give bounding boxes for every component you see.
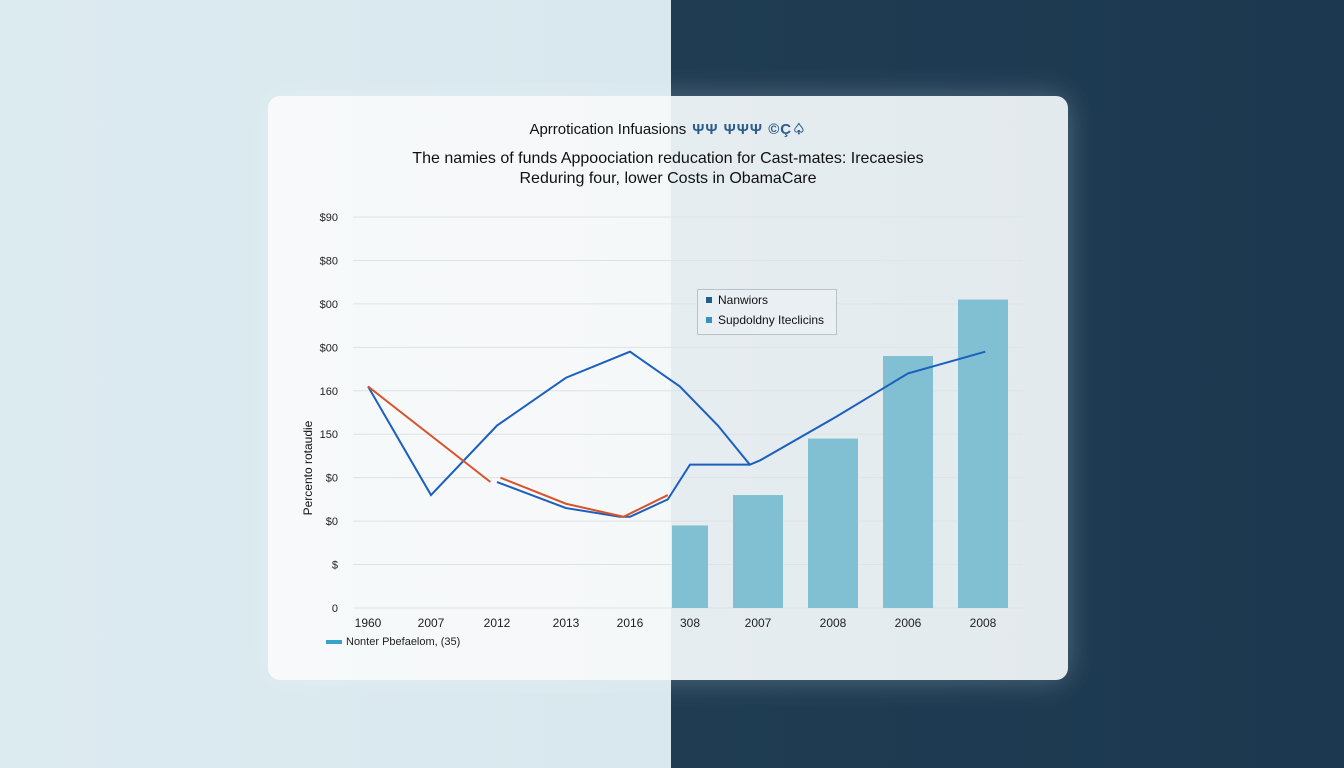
series-line: [367, 385, 492, 483]
y-tick-label: 150: [320, 429, 338, 441]
y-tick-label: $00: [320, 299, 338, 311]
x-tick-label: 2008: [820, 616, 847, 630]
x-tick-label: 308: [680, 616, 700, 630]
legend-swatch: [706, 297, 712, 303]
series-line: [367, 350, 986, 497]
y-tick-label: $00: [320, 342, 338, 354]
x-tick-label: 1960: [355, 616, 382, 630]
y-tick-label: $0: [326, 473, 338, 485]
bottom-legend-label: Nonter Pbefaelom, (35): [346, 636, 461, 648]
y-tick-label: $90: [320, 212, 338, 224]
bar: [808, 438, 858, 608]
legend: Nanwiors Supdoldny Iteclicins: [697, 289, 837, 335]
x-tick-label: 2012: [484, 616, 511, 630]
bar: [883, 356, 933, 608]
chart-card: Aprrotication Infuasions ΨΨ ΨΨΨ ©Ç♤ The n…: [268, 96, 1068, 680]
x-tick-label: 2007: [418, 616, 445, 630]
legend-label: Nanwiors: [718, 293, 769, 307]
y-tick-label: 0: [332, 603, 338, 615]
x-tick-label: 2008: [970, 616, 997, 630]
series-line: [500, 476, 669, 518]
x-tick-label: 2006: [895, 616, 922, 630]
y-axis-label: Percento rotaudie: [301, 420, 315, 516]
x-tick-label: 2013: [553, 616, 580, 630]
legend-item: Supdoldny Iteclicins: [698, 310, 836, 330]
plot-area: 0 $ $0 $0 150 160 $00 $00 $80 $90 1960 2007 2012 2013…: [320, 212, 1023, 630]
y-tick-label: $: [332, 560, 338, 572]
bar: [672, 525, 708, 608]
chart-title: Aprrotication Infuasions ΨΨ ΨΨΨ ©Ç♤: [529, 121, 807, 138]
chart-subtitle-line-2: Reduring four, lower Costs in ObamaCare: [519, 170, 817, 187]
x-tick-label: 2016: [617, 616, 644, 630]
title-logo-icon: ΨΨ ΨΨΨ ©Ç♤: [692, 121, 807, 138]
series-line: [496, 463, 750, 518]
legend-swatch: [706, 317, 712, 323]
y-tick-label: $80: [320, 255, 338, 267]
legend-label: Supdoldny Iteclicins: [718, 313, 825, 327]
bottom-legend: Nonter Pbefaelom, (35): [326, 636, 460, 648]
legend-item: Nanwiors: [698, 290, 836, 310]
y-tick-label: $0: [326, 516, 338, 528]
bar: [733, 495, 783, 608]
bottom-legend-swatch: [326, 640, 342, 644]
chart-subtitle-line-1: The namies of funds Appoociation reducat…: [412, 150, 924, 167]
x-tick-label: 2007: [745, 616, 772, 630]
bar: [958, 299, 1008, 608]
y-tick-label: 160: [320, 386, 338, 398]
